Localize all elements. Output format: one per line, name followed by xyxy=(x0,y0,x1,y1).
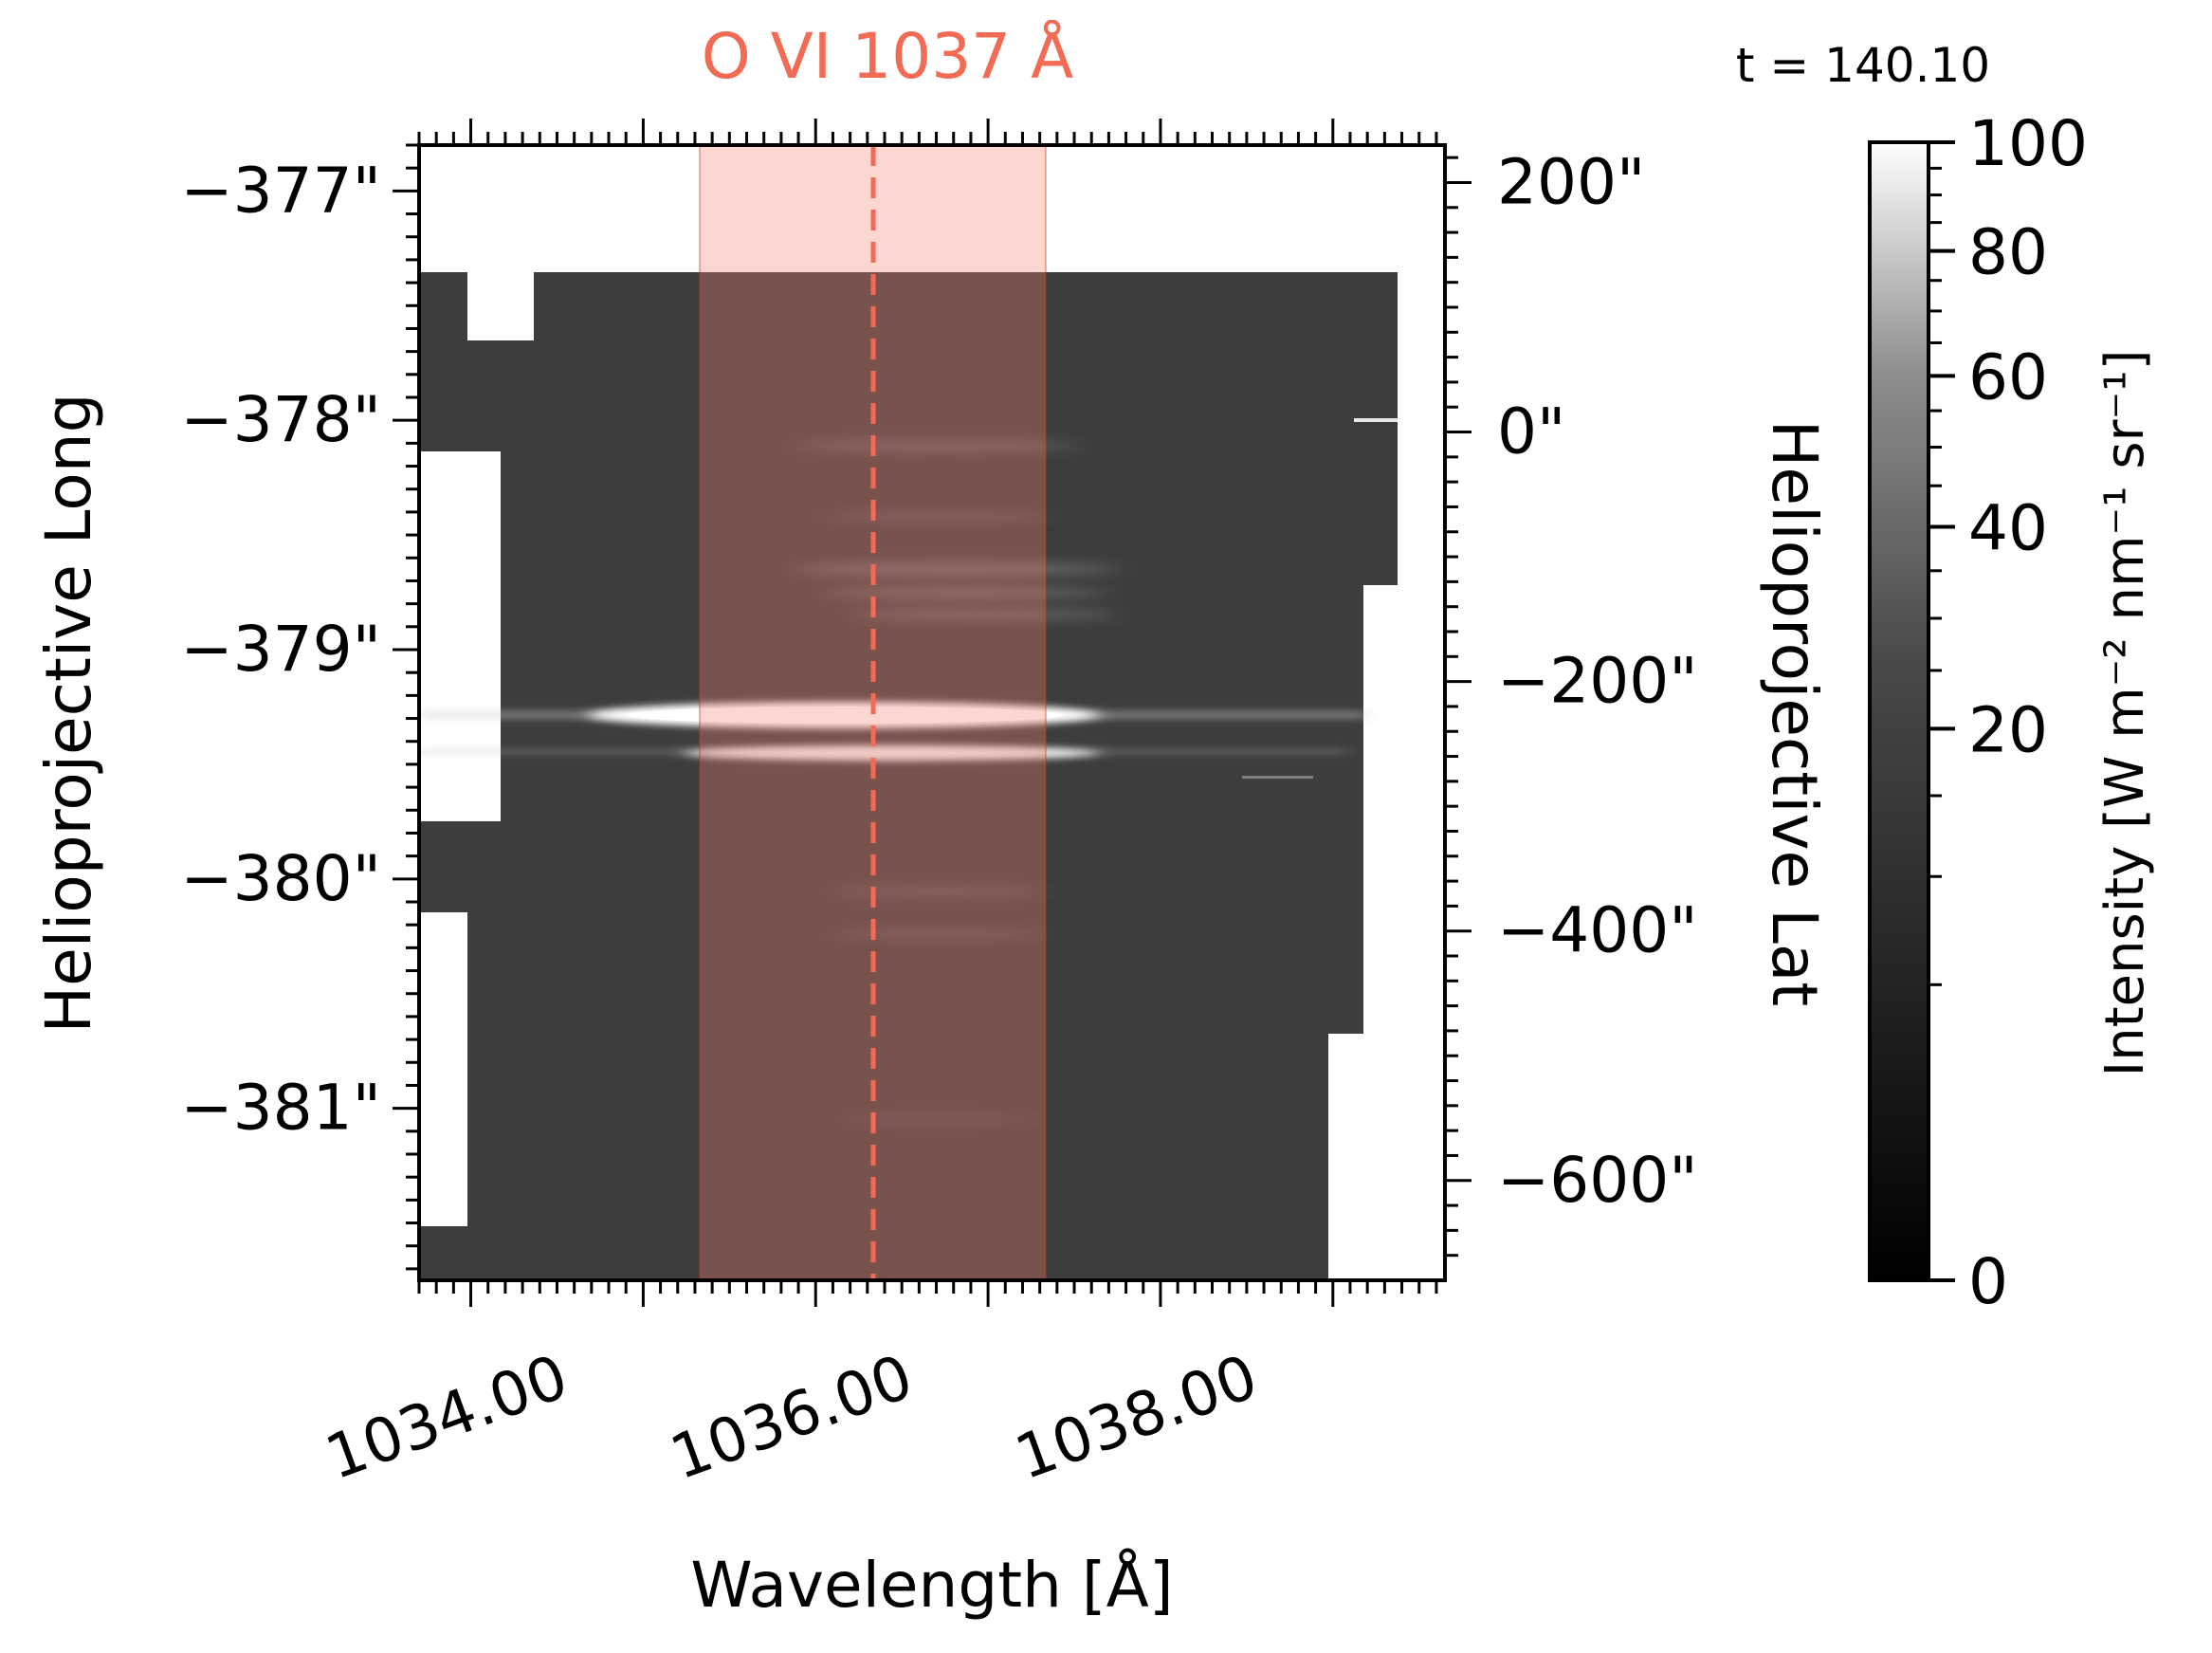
y-left-tick-label: −377" xyxy=(180,154,381,227)
colorbar-tick-label: 80 xyxy=(1968,216,2048,289)
colorbar-tick-label: 0 xyxy=(1968,1245,2008,1318)
y-left-tick-label: −379" xyxy=(180,613,381,686)
axis-ticks xyxy=(393,119,1472,1307)
spectral-image xyxy=(419,145,1445,1280)
y-right-tick-label: 0" xyxy=(1497,395,1565,468)
x-tick-label: 1034.00 xyxy=(317,1342,576,1494)
colorbar xyxy=(1868,140,1930,1282)
y-axis-label-right: Helioprojective Lat xyxy=(1758,420,1831,1006)
chart-title: O VI 1037 Å xyxy=(702,20,1074,93)
y-left-tick-label: −378" xyxy=(180,383,381,456)
plot-frame xyxy=(417,143,1447,1282)
x-tick-label: 1038.00 xyxy=(1007,1342,1267,1494)
y-right-tick-label: 200" xyxy=(1497,145,1645,218)
emission-bands xyxy=(796,440,1119,1123)
x-tick-label: 1036.00 xyxy=(662,1342,922,1494)
colorbar-ticks: 0 20 40 60 80 100 xyxy=(1929,107,2088,1318)
bright-streak xyxy=(419,418,1398,779)
colorbar-label: Intensity [W m⁻² nm⁻¹ sr⁻¹] xyxy=(2094,350,2156,1077)
x-axis-label: Wavelength [Å] xyxy=(690,1549,1173,1622)
colorbar-tick-label: 40 xyxy=(1968,491,2048,564)
y-right-tick-label: −400" xyxy=(1497,894,1698,967)
colorbar-tick-label: 60 xyxy=(1968,340,2048,413)
time-label: t = 140.10 xyxy=(1736,38,1990,93)
colorbar-tick-label: 100 xyxy=(1968,107,2088,180)
y-right-tick-label: −200" xyxy=(1497,645,1698,718)
y-axis-label-left: Helioprojective Long xyxy=(32,393,105,1033)
data-region xyxy=(419,272,1398,1280)
y-left-tick-label: −381" xyxy=(180,1072,381,1145)
y-right-tick-label: −600" xyxy=(1497,1144,1698,1217)
colorbar-tick-label: 20 xyxy=(1968,693,2048,766)
y-left-tick-label: −380" xyxy=(180,842,381,915)
